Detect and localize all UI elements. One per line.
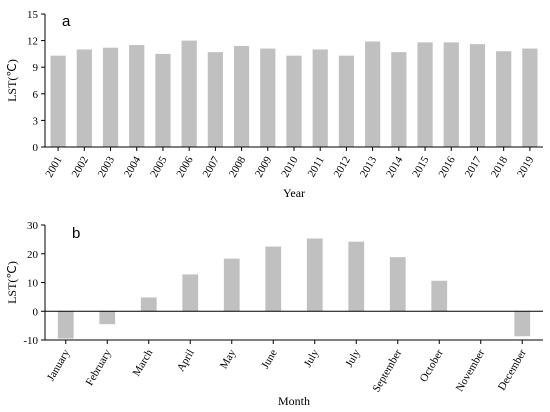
x-tick-label: 2013 bbox=[358, 154, 380, 179]
x-tick-label: 2019 bbox=[515, 154, 537, 179]
x-tick-label: September bbox=[370, 347, 404, 394]
y-axis-label: LST(℃) bbox=[5, 59, 19, 102]
x-tick-label: 2008 bbox=[227, 154, 249, 179]
bar-september bbox=[389, 257, 406, 312]
x-tick-label: 2002 bbox=[70, 155, 91, 180]
x-tick-label: October bbox=[418, 347, 446, 384]
x-tick-label: May bbox=[218, 347, 239, 371]
y-tick-label: 10 bbox=[27, 278, 39, 290]
x-tick-label: 2016 bbox=[436, 154, 458, 179]
bar-2003 bbox=[102, 47, 119, 148]
x-tick-label: December bbox=[496, 347, 529, 392]
bar-2015 bbox=[417, 42, 433, 147]
bar-2007 bbox=[207, 52, 223, 148]
bar-2018 bbox=[496, 51, 512, 147]
y-tick-label: -10 bbox=[23, 335, 38, 347]
bar-february bbox=[99, 311, 116, 325]
y-tick-label: 0 bbox=[33, 142, 39, 154]
x-tick-label: 2007 bbox=[201, 154, 223, 179]
bar-2001 bbox=[50, 55, 66, 147]
bar-june bbox=[265, 246, 282, 312]
y-axis-label: LST(℃) bbox=[5, 261, 19, 304]
x-tick-label: 2015 bbox=[410, 154, 432, 179]
x-axis-label: Year bbox=[283, 186, 305, 200]
bar-may bbox=[223, 258, 240, 312]
bar-2016 bbox=[443, 42, 459, 147]
bar-2017 bbox=[469, 44, 486, 147]
bar-2010 bbox=[286, 55, 302, 147]
x-tick-label: 2009 bbox=[253, 154, 275, 179]
x-tick-label: 2001 bbox=[43, 155, 64, 180]
x-tick-label: June bbox=[259, 347, 280, 371]
bar-2002 bbox=[76, 49, 92, 147]
x-tick-label: November bbox=[454, 347, 488, 393]
y-tick-label: 20 bbox=[27, 249, 39, 261]
x-tick-label: 2006 bbox=[174, 154, 196, 179]
panel-a: 0 3 6 9 12 15 2001 2002 2003 2004 2005 2006 2007 2008… bbox=[5, 9, 543, 200]
y-tick-label: 30 bbox=[27, 220, 39, 232]
x-tick-label: 2011 bbox=[306, 155, 327, 180]
bar-2006 bbox=[181, 40, 197, 147]
x-tick-label: April bbox=[175, 348, 197, 374]
bar-2008 bbox=[233, 45, 250, 147]
x-tick-label: 2005 bbox=[148, 154, 170, 179]
x-tick-label: 2003 bbox=[96, 154, 118, 179]
bar-january bbox=[57, 311, 74, 339]
panel-b: -10 0 10 20 30 January February March April May Ju… bbox=[5, 220, 543, 408]
bar-2014 bbox=[391, 52, 407, 148]
x-tick-label: 2017 bbox=[463, 154, 485, 179]
x-tick-label: July bbox=[343, 347, 363, 369]
x-tick-label: January bbox=[45, 347, 73, 383]
bar-2005 bbox=[155, 53, 171, 147]
y-tick-label: 0 bbox=[33, 306, 39, 318]
panel-letter: b bbox=[72, 225, 80, 242]
y-tick-label: 6 bbox=[33, 89, 39, 101]
x-axis-label: Month bbox=[278, 394, 310, 408]
bar-2011 bbox=[312, 49, 328, 147]
y-tick-label: 12 bbox=[27, 36, 38, 48]
y-tick-label: 15 bbox=[27, 9, 39, 21]
x-tick-label: February bbox=[84, 347, 114, 388]
bar-july bbox=[306, 238, 323, 312]
x-tick-label: 2010 bbox=[279, 154, 301, 179]
x-tick-label: July bbox=[302, 347, 322, 369]
bar-april bbox=[182, 274, 199, 312]
bar-october bbox=[431, 280, 448, 312]
x-tick-label: 2004 bbox=[122, 154, 144, 179]
bar-2004 bbox=[129, 45, 145, 147]
x-tick-label: March bbox=[131, 347, 156, 378]
panel-letter: a bbox=[62, 13, 71, 30]
x-tick-label: 2018 bbox=[489, 154, 511, 179]
bar-december bbox=[514, 311, 531, 337]
bar-2013 bbox=[365, 41, 381, 148]
bar-2009 bbox=[260, 48, 276, 147]
y-tick-label: 3 bbox=[33, 115, 39, 127]
bar-march bbox=[140, 297, 157, 312]
bar-2012 bbox=[338, 55, 355, 147]
y-tick-label: 9 bbox=[33, 62, 39, 74]
bar-2019 bbox=[522, 48, 538, 147]
x-tick-label: 2014 bbox=[384, 154, 406, 179]
x-tick-label: 2012 bbox=[332, 155, 353, 180]
bar-july bbox=[348, 241, 365, 312]
